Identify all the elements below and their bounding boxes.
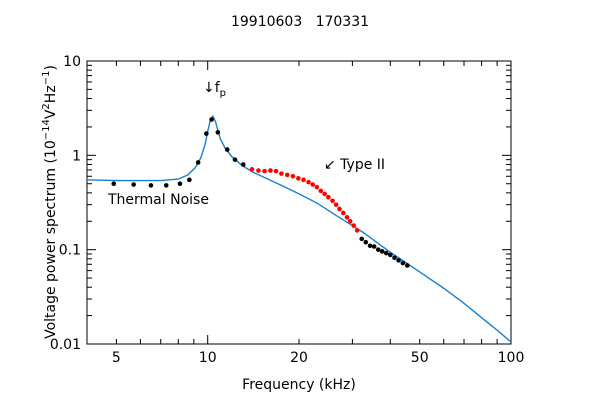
- fp-annotation: ↓fp: [203, 80, 226, 99]
- x-tick-label: 5: [112, 350, 121, 366]
- type2-point: [326, 194, 331, 200]
- type2-point: [256, 168, 261, 173]
- observed-point: [224, 147, 230, 152]
- type2-point: [344, 215, 350, 220]
- plot-area: 5 10 20 50 100 0.01 0.1 1 10: [50, 54, 525, 366]
- observed-point: [396, 258, 401, 263]
- observed-point: [163, 183, 169, 188]
- type2-point: [333, 202, 339, 207]
- axis-tick-labels: 5 10 20 50 100 0.01 0.1 1 10: [50, 54, 525, 366]
- observed-point: [363, 239, 369, 245]
- observed-point: [404, 263, 410, 268]
- y-tick-label: 0.01: [50, 337, 81, 353]
- y-axis-label: Voltage power spectrum (10−14V2Hz−1): [41, 65, 59, 339]
- observed-point: [232, 157, 238, 162]
- fp-arrow: ↓: [203, 80, 215, 96]
- type2-point: [341, 210, 346, 216]
- observed-point: [204, 131, 209, 136]
- type2-point: [337, 206, 342, 212]
- type2-point: [268, 168, 273, 173]
- y-axis-label-suffix: ): [43, 65, 59, 70]
- observed-point: [131, 182, 136, 187]
- type2-point: [249, 167, 255, 172]
- type2-point: [347, 218, 353, 224]
- fp-subscript: p: [220, 88, 226, 99]
- x-axis-label: Frequency (kHz): [242, 377, 356, 393]
- y-tick-label: 0.1: [59, 243, 81, 259]
- observed-point: [400, 260, 406, 266]
- observed-point: [371, 244, 377, 249]
- y-tick-label: 1: [72, 148, 81, 164]
- observed-point: [187, 177, 192, 183]
- y-axis-label-exp2: 2: [41, 103, 52, 109]
- x-tick-label: 10: [199, 350, 217, 366]
- type2-point: [318, 188, 324, 194]
- type2-point: [310, 182, 316, 187]
- observed-point: [111, 181, 117, 187]
- y-axis-label-exp1: −14: [41, 119, 52, 140]
- y-axis-label-mid1: V: [43, 109, 59, 119]
- type2-point: [273, 168, 279, 174]
- observed-point: [148, 183, 154, 188]
- type2-annotation: ↙ Type II: [324, 157, 385, 173]
- type2-point: [351, 223, 357, 228]
- observed-point: [383, 250, 389, 256]
- thermal-noise-label: Thermal Noise: [107, 192, 209, 208]
- type2-point: [322, 191, 327, 197]
- type2-point: [301, 177, 306, 183]
- observed-point: [367, 243, 373, 249]
- x-tick-label: 20: [290, 350, 308, 366]
- observed-point: [240, 162, 246, 167]
- type2-point: [262, 168, 267, 174]
- type2-point: [314, 184, 320, 190]
- series-layer: [86, 114, 512, 343]
- observed-point: [195, 160, 201, 165]
- axis-ticks: [86, 60, 512, 345]
- type2-point: [285, 172, 290, 178]
- thermal-noise-line: [86, 114, 512, 343]
- chart-title: 19910603 170331: [231, 14, 369, 30]
- type2-point: [290, 173, 296, 179]
- observed-point: [215, 130, 221, 135]
- observed-point: [375, 247, 381, 252]
- x-tick-label: 100: [498, 350, 525, 366]
- observed-point: [379, 249, 385, 254]
- observed-point: [177, 181, 183, 187]
- type2-point: [330, 198, 335, 204]
- type2-point: [354, 228, 360, 233]
- observed-point: [388, 252, 393, 258]
- y-axis-label-exp3: −1: [41, 71, 52, 86]
- type2-point: [306, 179, 311, 185]
- type2-point: [296, 176, 301, 181]
- fp-symbol: f: [215, 80, 221, 96]
- x-tick-label: 50: [411, 350, 429, 366]
- y-axis-label-mid2: Hz: [43, 85, 59, 103]
- observed-point: [392, 255, 397, 261]
- y-tick-label: 10: [63, 54, 81, 70]
- observed-point: [209, 117, 214, 122]
- y-axis-label-prefix: Voltage power spectrum (10: [43, 140, 59, 339]
- type2-point: [279, 171, 284, 176]
- observed-point: [359, 236, 365, 242]
